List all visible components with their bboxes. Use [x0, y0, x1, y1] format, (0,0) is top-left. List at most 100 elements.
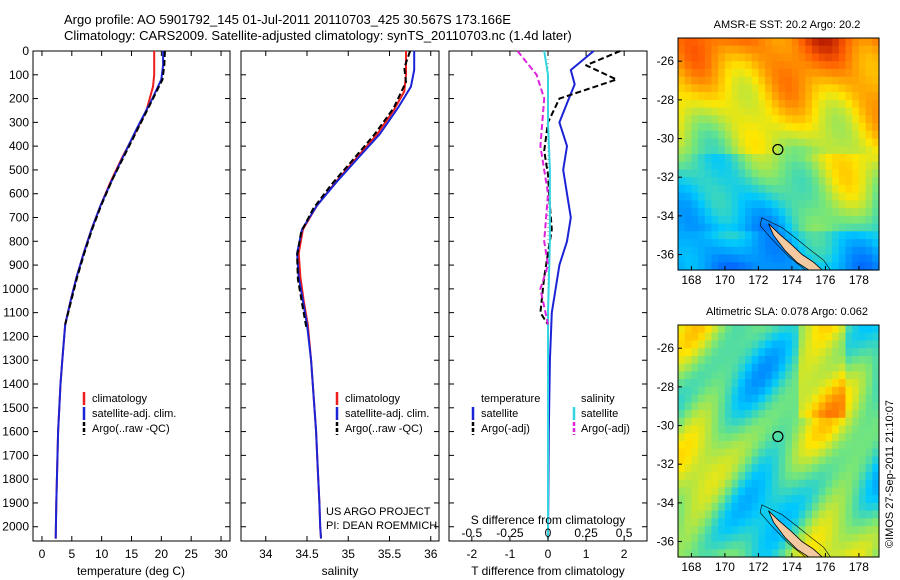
heatmap-cell	[825, 541, 833, 550]
heatmap-cell	[738, 417, 746, 427]
heatmap-cell	[791, 348, 800, 357]
heatmap-cell	[704, 363, 713, 372]
map-y-tick-label: -28	[657, 380, 675, 394]
heatmap-cell	[698, 325, 706, 334]
heatmap-cell	[731, 410, 739, 419]
heatmap-cell	[711, 518, 719, 527]
heatmap-cell	[791, 99, 800, 109]
heatmap-cell	[771, 45, 780, 54]
heatmap-cell	[825, 487, 833, 496]
heatmap-cell	[872, 510, 880, 519]
heatmap-cell	[832, 84, 840, 93]
heatmap-cell	[838, 99, 847, 109]
heatmap-cell	[818, 223, 826, 232]
heatmap-cell	[818, 417, 826, 427]
heatmap-cell	[704, 239, 713, 248]
heatmap-cell	[825, 123, 833, 132]
heatmap-cell	[771, 386, 780, 396]
heatmap-cell	[838, 107, 847, 116]
heatmap-cell	[805, 84, 813, 93]
heatmap-cell	[711, 325, 719, 334]
heatmap-cell	[704, 355, 713, 365]
heatmap-cell	[805, 223, 813, 232]
heatmap-cell	[704, 215, 713, 225]
heatmap-cell	[771, 107, 780, 116]
heatmap-cell	[771, 394, 780, 403]
heatmap-cell	[778, 371, 786, 380]
heatmap-cell	[731, 464, 739, 473]
heatmap-cell	[771, 541, 780, 550]
heatmap-cell	[745, 355, 753, 365]
heatmap-cell	[731, 208, 739, 217]
heatmap-cell	[838, 495, 847, 504]
heatmap-cell	[852, 394, 860, 403]
heatmap-cell	[745, 441, 753, 450]
heatmap-cell	[865, 417, 873, 427]
heatmap-cell	[838, 169, 847, 178]
heatmap-cell	[751, 99, 759, 109]
heatmap-cell	[805, 379, 813, 388]
heatmap-cell	[845, 394, 853, 403]
heatmap-cell	[678, 138, 686, 147]
heatmap-cell	[785, 425, 793, 434]
heatmap-cell	[818, 138, 826, 147]
heatmap-cell	[852, 510, 860, 519]
heatmap-cell	[798, 262, 806, 271]
heatmap-cell	[785, 184, 793, 194]
heatmap-cell	[771, 53, 780, 62]
x-tick-label: 10	[95, 547, 109, 561]
heatmap-cell	[738, 138, 746, 147]
heatmap-cell	[858, 68, 867, 78]
heatmap-cell	[704, 402, 713, 411]
heatmap-cell	[765, 417, 773, 427]
heatmap-cell	[791, 38, 800, 47]
heatmap-cell	[724, 502, 733, 512]
heatmap-cell	[852, 215, 860, 225]
heatmap-cell	[872, 417, 880, 427]
heatmap-cell	[758, 526, 766, 535]
heatmap-cell	[858, 169, 867, 178]
heatmap-cell	[818, 533, 826, 543]
heatmap-cell	[731, 348, 739, 357]
x-tick-label: 1	[583, 547, 590, 561]
heatmap-cell	[812, 386, 820, 396]
heatmap-cell	[818, 107, 826, 116]
heatmap-cell	[751, 394, 759, 403]
heatmap-cell	[798, 479, 806, 488]
heatmap-cell	[684, 123, 692, 132]
heatmap-cell	[818, 355, 826, 365]
heatmap-cell	[718, 348, 726, 357]
heatmap-cell	[684, 464, 692, 473]
heatmap-cell	[771, 154, 780, 163]
series-line-satellite-s	[543, 50, 551, 539]
heatmap-cell	[711, 123, 719, 132]
heatmap-cell	[812, 223, 820, 232]
heatmap-cell	[751, 425, 759, 434]
heatmap-cell	[865, 464, 873, 473]
heatmap-cell	[771, 456, 780, 465]
heatmap-cell	[832, 495, 840, 504]
heatmap-cell	[791, 479, 800, 488]
heatmap-cell	[731, 495, 739, 504]
heatmap-cell	[751, 53, 759, 62]
heatmap-cell	[838, 53, 847, 62]
heatmap-cell	[845, 541, 853, 550]
heatmap-cell	[845, 161, 853, 170]
x-tick-label: 35	[342, 547, 356, 561]
heatmap-cell	[865, 231, 873, 240]
heatmap-cell	[684, 254, 692, 263]
heatmap-cell	[845, 246, 853, 256]
heatmap-cell	[731, 541, 739, 550]
heatmap-cell	[751, 502, 759, 512]
heatmap-cell	[771, 123, 780, 132]
heatmap-cell	[684, 84, 692, 93]
heatmap-cell	[691, 146, 699, 155]
heatmap-cell	[738, 200, 746, 209]
heatmap-cell	[751, 487, 759, 496]
heatmap-cell	[818, 68, 826, 78]
heatmap-cell	[798, 130, 806, 140]
heatmap-cell	[771, 215, 780, 225]
heatmap-cell	[771, 402, 780, 411]
heatmap-cell	[812, 184, 820, 194]
heatmap-cell	[838, 76, 847, 85]
